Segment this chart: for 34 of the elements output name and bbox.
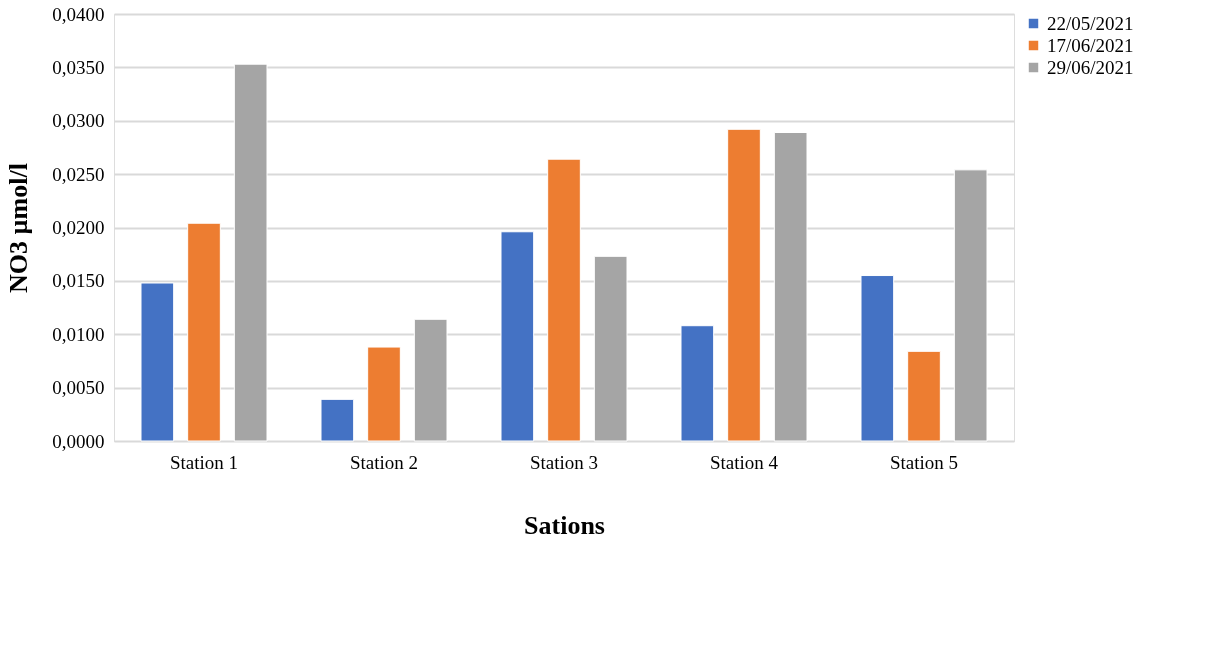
bar <box>233 63 268 442</box>
y-axis-title: NO3 µmol/l <box>4 163 34 293</box>
bar <box>320 398 355 442</box>
y-tick-label: 0,0100 <box>52 323 105 345</box>
bar <box>140 282 175 442</box>
legend-label: 29/06/2021 <box>1047 56 1134 78</box>
y-tick-label: 0,0200 <box>52 217 105 238</box>
x-tick-label: Station 5 <box>889 451 959 473</box>
bar <box>367 346 401 442</box>
bar <box>187 222 221 442</box>
x-tick-label: Station 3 <box>529 451 599 473</box>
y-tick-label: 0,0050 <box>52 377 105 399</box>
bar <box>500 231 535 442</box>
x-axis-title: Sations <box>524 510 605 540</box>
bar <box>413 318 448 442</box>
x-tick-label: Station 4 <box>709 451 779 473</box>
bar <box>860 275 895 442</box>
bar <box>953 169 988 442</box>
y-tick-label: 0,0250 <box>52 163 105 185</box>
legend-label: 17/06/2021 <box>1047 34 1134 56</box>
x-tick-label: Station 2 <box>349 451 419 473</box>
bar <box>727 128 761 442</box>
bar <box>773 131 808 442</box>
y-tick-label: 0,0400 <box>52 3 105 25</box>
bar <box>547 158 581 442</box>
y-tick-label: 0,0300 <box>52 110 105 132</box>
bar <box>907 350 941 442</box>
x-tick-label: Station 1 <box>169 451 239 473</box>
bar <box>593 255 628 442</box>
y-tick-label: 0,0350 <box>52 56 105 78</box>
y-tick-label: 0,0150 <box>52 270 105 292</box>
legend-label: 22/05/2021 <box>1047 12 1134 34</box>
bar <box>680 325 715 442</box>
y-tick-label: 0,0000 <box>52 430 105 452</box>
